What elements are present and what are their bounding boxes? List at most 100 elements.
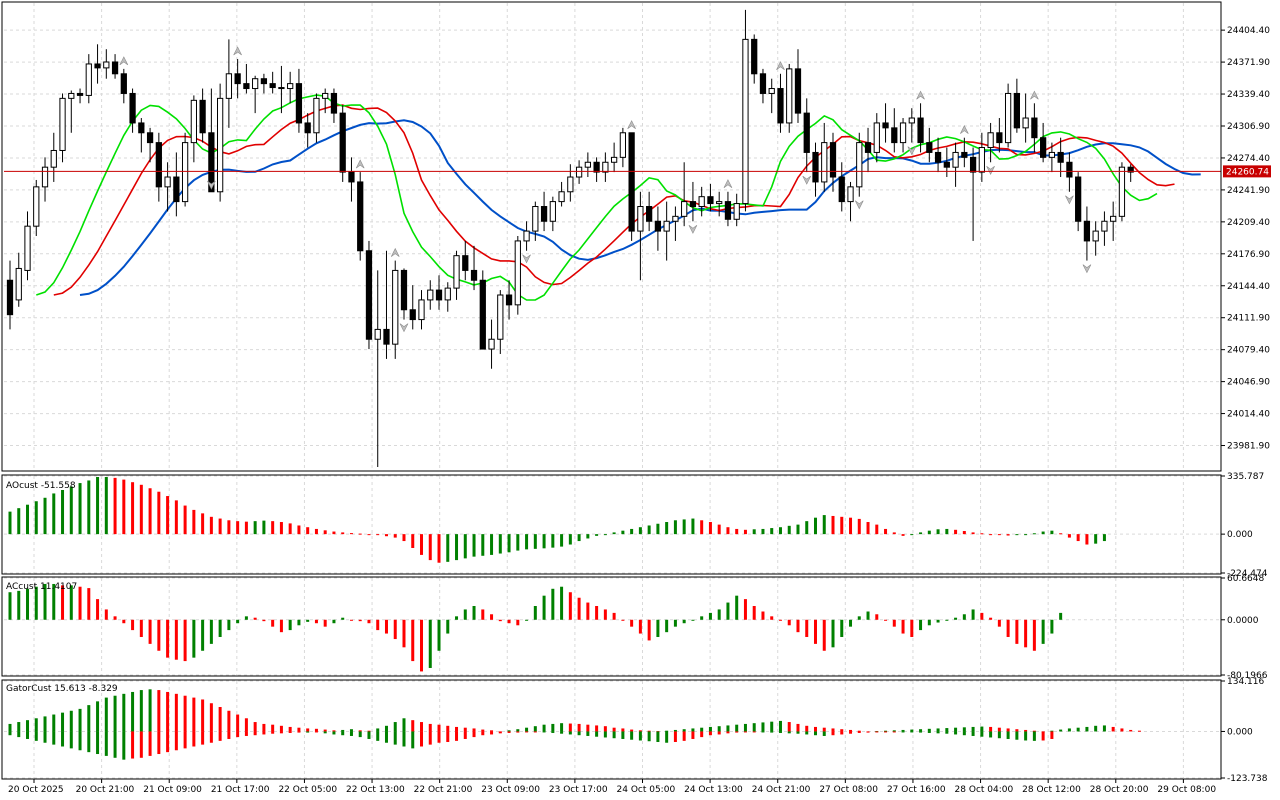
histogram-bar [884, 619, 888, 621]
candle-bull [532, 206, 539, 232]
histogram-bar [778, 527, 782, 535]
histogram-bar [840, 516, 844, 535]
gator-lower-bar [971, 731, 975, 736]
histogram-bar [700, 616, 704, 620]
candle-bull [786, 68, 793, 124]
gator-lower-bar [279, 731, 283, 734]
candle-bull [50, 149, 57, 168]
histogram-bar [726, 602, 730, 620]
histogram-bar [437, 534, 441, 563]
candle-bear [943, 161, 950, 168]
gator-lower-bar [857, 731, 861, 733]
gator-lower-bar [139, 731, 143, 758]
gator-lower-bar [34, 731, 38, 741]
ao-panel[interactable]: 335.787 0.000 -224.474 AOcust -51.558 [1, 472, 1268, 579]
time-tick-label: 29 Oct 08:00 [1157, 785, 1216, 795]
fractal-down-arrow [855, 200, 864, 210]
gator-upper-bar [262, 723, 266, 732]
histogram-bar [603, 534, 607, 536]
gator-upper-bar [989, 726, 993, 732]
histogram-bar [936, 619, 940, 623]
gator-upper-bar [945, 728, 949, 732]
gator-upper-bar [174, 693, 178, 732]
histogram-bar [236, 619, 240, 624]
candle-bear [829, 142, 837, 178]
time-tick-label: 23 Oct 09:00 [481, 785, 540, 795]
histogram-bar [542, 534, 546, 549]
candle-bull [952, 151, 959, 168]
histogram-bar [192, 509, 196, 535]
gator-upper-bar [192, 697, 196, 732]
gator-lower-bar [17, 731, 21, 738]
histogram-bar [17, 590, 21, 620]
gator-upper-bar [1006, 728, 1010, 732]
histogram-bar [682, 619, 686, 624]
histogram-bar [349, 619, 353, 621]
candle-bear [838, 176, 845, 203]
gator-upper-bar [8, 723, 12, 732]
gator-lower-bar [612, 731, 616, 739]
gator-upper-bar [279, 725, 283, 732]
gator-lower-bar [262, 731, 266, 735]
histogram-bar [166, 619, 170, 658]
gator-lower-bar [236, 731, 240, 738]
candle-bull [549, 201, 556, 222]
histogram-bar [288, 619, 292, 631]
candle-bull [15, 267, 22, 301]
histogram-bar [288, 523, 292, 535]
gator-upper-bar [157, 690, 161, 732]
histogram-bar [778, 619, 782, 621]
gator-lower-bar [437, 731, 441, 743]
gator-lower-bar [384, 731, 388, 743]
candle-bull [313, 97, 320, 134]
histogram-bar [498, 534, 502, 554]
candle-bull [24, 225, 31, 271]
histogram-bar [472, 606, 476, 620]
histogram-bar [481, 534, 485, 556]
candle-bear [409, 309, 416, 321]
gator-lower-bar [910, 731, 914, 733]
histogram-bar [148, 488, 152, 535]
histogram-bar [376, 619, 380, 631]
price-panel[interactable]: 24404.40 24371.90 24339.40 24306.90 24274.40… [1, 1, 1271, 472]
histogram-bar [962, 531, 966, 535]
gator-lower-bar [577, 731, 581, 736]
gator-lower-bar [26, 731, 30, 739]
gator-upper-bar [743, 723, 747, 732]
candle-bear [199, 99, 206, 134]
histogram-bar [577, 534, 581, 542]
histogram-bar [770, 616, 774, 620]
ac-panel[interactable]: 60.6648 0.0000 -80.1966 ACcust 11.4107 [1, 574, 1268, 681]
gator-panel[interactable]: 134.116 0.000 -123.738 GatorCust 15.613 -8… [1, 677, 1268, 784]
histogram-bar [209, 619, 213, 644]
candle-bear [724, 201, 732, 220]
fractal-up-arrow [355, 159, 365, 169]
gator-lower-bar [87, 731, 91, 753]
candle-bear [383, 328, 390, 345]
histogram-bar [630, 528, 634, 535]
candle-bear [1083, 220, 1091, 242]
gator-lower-bar [1050, 731, 1054, 739]
gator-upper-bar [139, 690, 143, 732]
gator-lower-bar [157, 731, 161, 755]
histogram-bar [1067, 534, 1071, 538]
gator-upper-bar [919, 729, 923, 732]
histogram-bar [201, 619, 205, 651]
gator-upper-bar [813, 726, 817, 732]
histogram-bar [595, 606, 599, 620]
candle-bear [243, 83, 250, 90]
candle-bear [208, 132, 215, 193]
gator-upper-bar [849, 729, 853, 732]
gator-lower-bar [525, 731, 529, 733]
histogram-bar [1015, 619, 1019, 644]
candle-bull [978, 147, 985, 173]
gator-upper-bar [122, 693, 126, 732]
gator-upper-bar [306, 728, 310, 732]
candle-bear [628, 132, 635, 232]
gator-upper-bar [971, 726, 975, 732]
histogram-bar [980, 612, 984, 620]
gator-upper-bar [927, 728, 931, 732]
histogram-bar [253, 617, 257, 620]
time-tick-label: 28 Oct 12:00 [1022, 785, 1081, 795]
